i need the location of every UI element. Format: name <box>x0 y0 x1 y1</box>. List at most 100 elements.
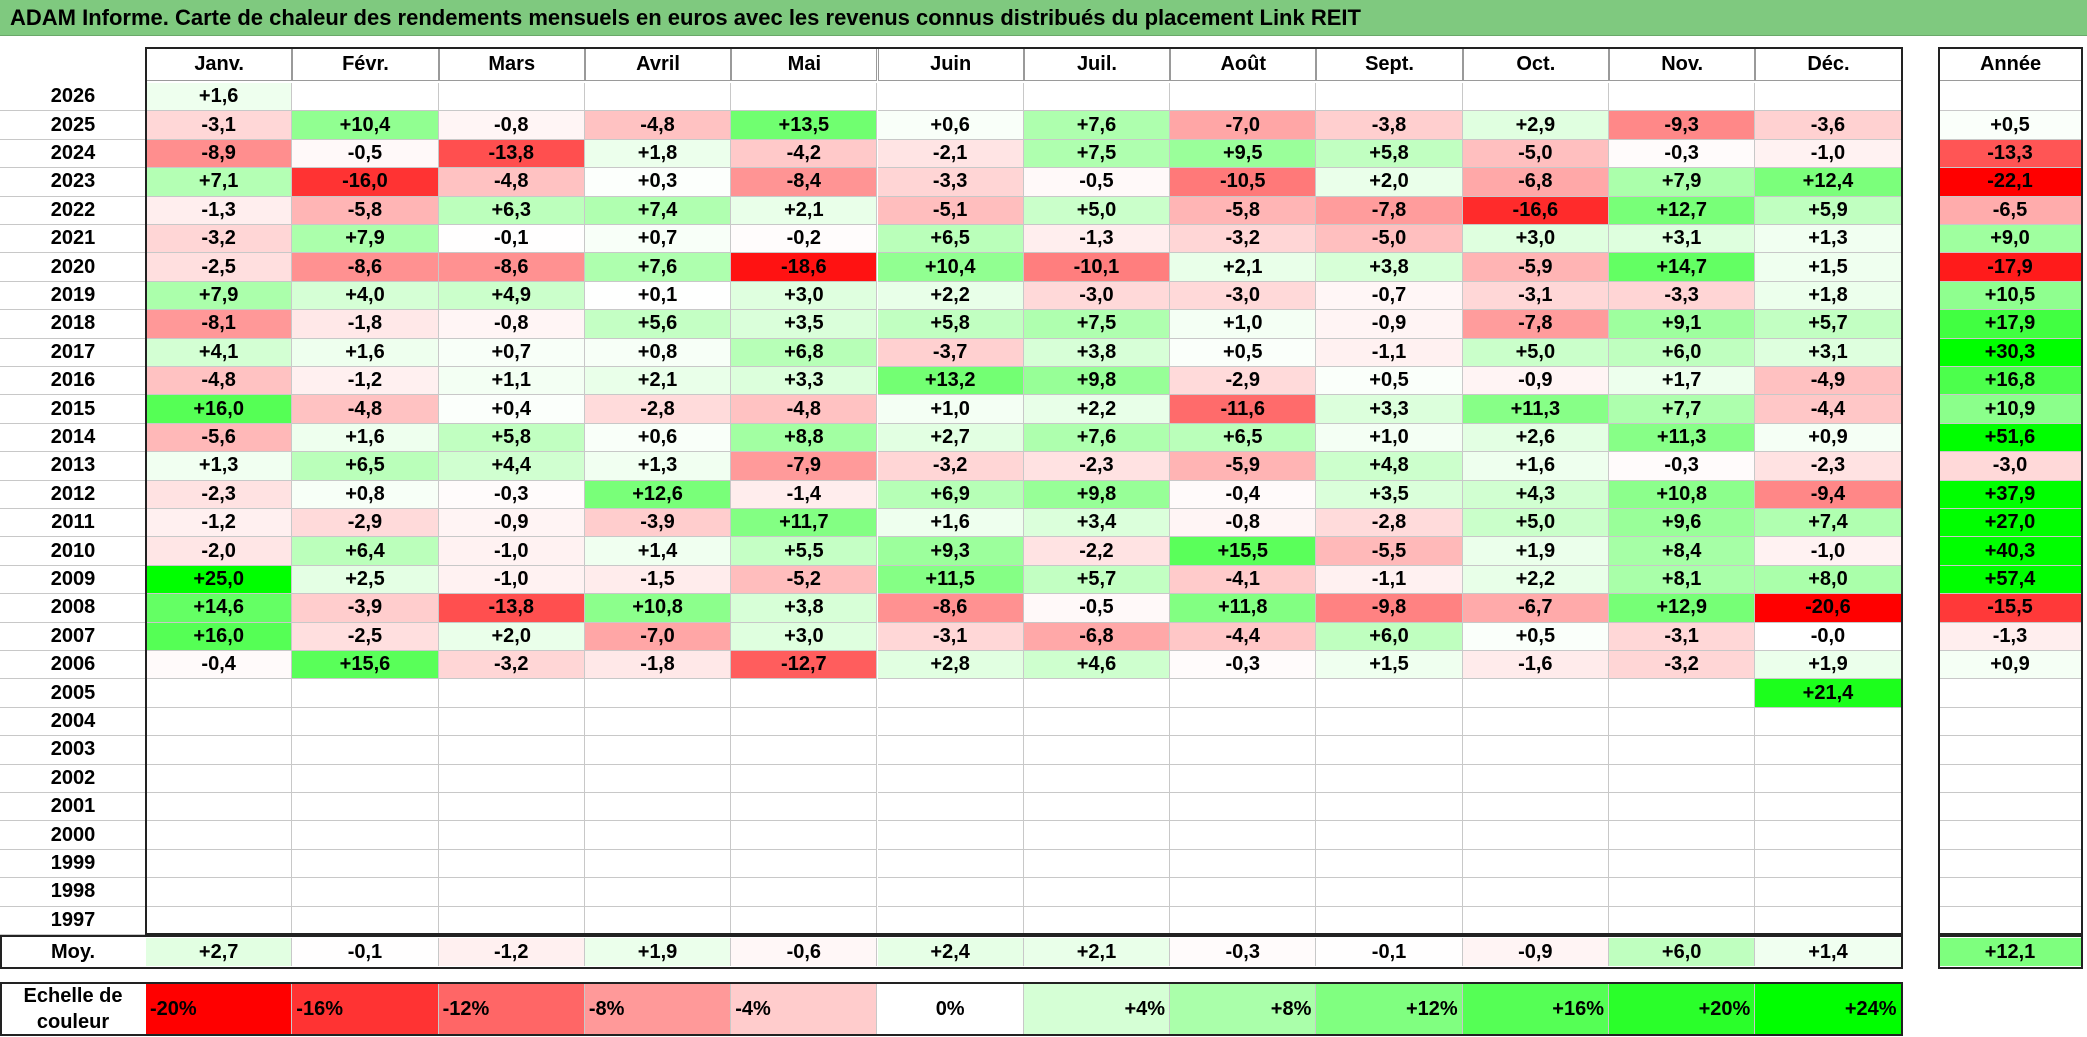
heat-cell: -3,2 <box>438 651 585 680</box>
heat-cell <box>438 849 585 879</box>
heat-cell: -1,5 <box>584 565 732 595</box>
heat-cell: -0,0 <box>1755 622 1902 651</box>
heat-cell: +16,0 <box>146 395 293 424</box>
heat-cell <box>731 83 878 112</box>
heat-cell: -11,6 <box>1170 395 1317 424</box>
heat-cell: -3,1 <box>1462 281 1609 311</box>
heat-cell <box>1170 793 1317 822</box>
annual-cell: +10,9 <box>1939 395 2082 424</box>
heat-cell: +7,7 <box>1609 395 1756 424</box>
heat-cell: +1,9 <box>1755 651 1902 680</box>
average-cell: +1,9 <box>584 938 732 966</box>
heat-cell: -3,3 <box>877 168 1024 197</box>
annual-cell: -3,0 <box>1939 452 2082 481</box>
heat-cell: +1,6 <box>877 509 1024 538</box>
heat-cell <box>1023 83 1171 112</box>
year-label: 2026 <box>0 83 146 112</box>
heat-cell: +7,4 <box>584 196 732 225</box>
scale-swatch: 0% <box>877 983 1024 1035</box>
heat-cell: +3,4 <box>1023 509 1171 538</box>
heat-cell: -4,8 <box>584 111 732 140</box>
heat-cell <box>292 764 439 793</box>
year-label: 2014 <box>0 424 146 453</box>
annual-cell <box>1939 821 2082 850</box>
heat-cell <box>1755 878 1902 907</box>
heat-cell <box>1170 906 1317 935</box>
heat-cell <box>1609 83 1756 112</box>
heat-cell: -2,8 <box>584 395 732 424</box>
heat-cell <box>731 906 878 935</box>
heat-cell <box>584 821 732 850</box>
annual-cell <box>1939 906 2082 935</box>
heat-cell: +1,5 <box>1755 253 1902 282</box>
heat-cell: +0,7 <box>438 338 585 367</box>
heat-cell <box>1462 793 1609 822</box>
heat-cell: -5,0 <box>1316 225 1463 254</box>
heat-cell: +8,4 <box>1609 537 1756 566</box>
heat-cell <box>1609 793 1756 822</box>
heat-cell: +3,5 <box>731 310 878 339</box>
heat-cell <box>1462 736 1609 765</box>
heat-cell: +0,8 <box>584 338 732 367</box>
heat-cell: +10,8 <box>1609 480 1756 509</box>
annual-cell: +57,4 <box>1939 565 2082 595</box>
heat-cell <box>1170 878 1317 907</box>
heat-cell <box>1755 849 1902 879</box>
year-label: 2012 <box>0 481 146 509</box>
heat-cell <box>731 849 878 879</box>
heat-cell: -12,7 <box>731 651 878 680</box>
heat-cell <box>1023 679 1171 708</box>
heat-cell: +5,8 <box>438 423 585 453</box>
heat-cell: +0,3 <box>584 168 732 197</box>
heat-cell: +1,8 <box>584 139 732 169</box>
heat-cell <box>438 707 585 737</box>
year-label: 2021 <box>0 225 146 254</box>
heat-cell: -1,0 <box>438 537 585 566</box>
heat-cell: +8,0 <box>1755 565 1902 595</box>
month-header: Oct. <box>1462 47 1609 81</box>
annual-cell <box>1939 849 2082 879</box>
heat-cell <box>1316 679 1463 708</box>
month-header: Janv. <box>146 47 293 81</box>
heat-cell: -1,4 <box>731 480 878 509</box>
heat-cell <box>877 849 1024 879</box>
heat-cell: +0,8 <box>292 480 439 509</box>
heat-cell: -2,5 <box>146 253 293 282</box>
scale-swatch: +8% <box>1170 983 1317 1035</box>
month-header: Nov. <box>1609 47 1756 81</box>
scale-swatch: +20% <box>1609 983 1756 1035</box>
heat-cell <box>1755 764 1902 793</box>
average-cell: -0,1 <box>292 938 439 966</box>
heat-cell <box>584 793 732 822</box>
year-label: 2023 <box>0 168 146 197</box>
heat-cell <box>584 906 732 935</box>
annual-cell: +27,0 <box>1939 509 2082 538</box>
heat-cell <box>731 679 878 708</box>
heat-cell: +1,3 <box>584 452 732 481</box>
heat-cell: -1,2 <box>292 367 439 396</box>
annual-cell <box>1939 679 2082 708</box>
heat-cell: -2,1 <box>877 139 1024 169</box>
year-label: 2010 <box>0 537 146 566</box>
heat-cell: +6,5 <box>877 225 1024 254</box>
heat-cell: +4,8 <box>1316 452 1463 481</box>
average-cell: -0,3 <box>1170 938 1317 966</box>
heat-cell: -5,9 <box>1170 452 1317 481</box>
heat-cell: +1,5 <box>1316 651 1463 680</box>
heat-cell <box>292 736 439 765</box>
annual-cell: -6,5 <box>1939 196 2082 225</box>
heat-cell: +4,6 <box>1023 651 1171 680</box>
heat-cell <box>1755 793 1902 822</box>
heat-cell: -3,0 <box>1170 281 1317 311</box>
month-header: Mai <box>731 47 878 81</box>
year-label: 2009 <box>0 566 146 595</box>
heat-cell: +6,5 <box>1170 423 1317 453</box>
heat-cell: +3,5 <box>1316 480 1463 509</box>
heat-cell: +5,5 <box>731 537 878 566</box>
heat-cell <box>877 793 1024 822</box>
year-label: 2018 <box>0 310 146 339</box>
annual-cell: +37,9 <box>1939 480 2082 509</box>
month-header: Sept. <box>1316 47 1463 81</box>
year-label: 2017 <box>0 339 146 367</box>
year-label: 2008 <box>0 594 146 623</box>
